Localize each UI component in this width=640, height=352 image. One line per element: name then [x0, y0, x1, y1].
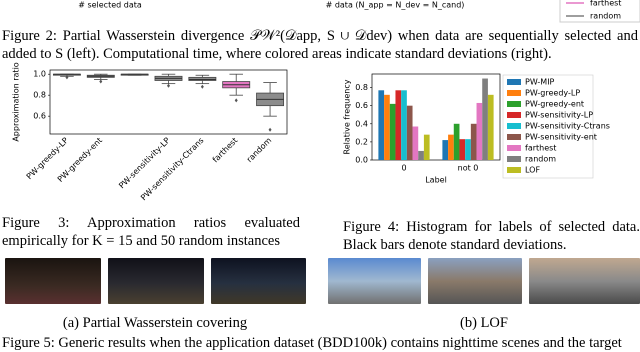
y-axis-label: Relative frequency — [343, 79, 352, 154]
legend-label: PW-sensitivity-LP — [525, 111, 593, 120]
bar — [482, 78, 488, 160]
bar — [389, 103, 396, 160]
legend-swatch — [507, 156, 521, 162]
bar — [465, 139, 471, 160]
bar — [442, 140, 449, 160]
bar — [378, 90, 385, 160]
outlier — [200, 84, 204, 89]
legend-swatch — [507, 112, 521, 118]
bar — [487, 94, 494, 160]
figure-caption: Figure 2: Partial Wasserstein divergence… — [2, 28, 638, 62]
plot-frame — [371, 73, 501, 161]
bar — [418, 150, 424, 160]
legend-swatch — [507, 101, 521, 107]
outlier — [268, 127, 272, 132]
legend-swatch — [507, 134, 521, 140]
figure-caption: Figure 3: Approximation ratios evaluated… — [2, 215, 300, 249]
legend-label: PW-greedy-LP — [525, 89, 580, 98]
photo — [529, 258, 640, 304]
legend-label: PW-greedy-ent — [525, 100, 584, 109]
legend-label: PW-sensitivity-Ctrans — [525, 122, 610, 131]
x-axis-label: Label — [425, 176, 447, 185]
x-axis-label: # selected data — [78, 1, 142, 10]
legend-swatch — [507, 90, 521, 96]
legend-swatch — [507, 145, 521, 151]
bar — [412, 126, 419, 160]
box — [188, 76, 217, 81]
figure-caption: Figure 5: Generic results when the appli… — [2, 335, 622, 351]
y-tick-label: 0.8 — [355, 83, 368, 92]
bar — [423, 134, 430, 160]
y-tick-label: 0.6 — [33, 112, 46, 121]
photo — [428, 258, 522, 304]
bar — [395, 90, 402, 160]
plot-frame — [49, 69, 288, 135]
y-tick-label: 0.0 — [355, 156, 368, 165]
photo — [108, 258, 204, 304]
x-tick-label: farthest — [211, 136, 240, 165]
x-tick-label: random — [245, 136, 273, 164]
subcaption: (a) Partial Wasserstein covering — [62, 315, 248, 331]
bar — [448, 134, 454, 160]
photo — [5, 258, 101, 304]
legend-swatch — [507, 123, 521, 129]
x-tick-label: 0 — [401, 164, 406, 173]
bar — [470, 123, 477, 160]
bar — [406, 105, 413, 160]
bar — [453, 123, 460, 160]
legend-label: random — [525, 155, 556, 164]
x-tick-label: PW-sensitivity-Ctrans — [139, 136, 205, 202]
photo — [211, 258, 306, 304]
x-axis-label: # data (N_app = N_dev = N_cand) — [326, 1, 465, 10]
outlier — [167, 83, 170, 88]
bar — [459, 139, 466, 160]
legend-label: LOF — [525, 166, 540, 175]
bar — [401, 90, 407, 160]
legend-label: PW-MIP — [525, 78, 555, 87]
legend-label: random — [590, 12, 621, 21]
legend-label: farthest — [525, 144, 556, 153]
bar — [384, 94, 390, 160]
bar — [476, 102, 483, 160]
y-tick-label: 0.4 — [355, 119, 368, 128]
y-tick-label: 0.2 — [355, 137, 368, 146]
photo — [328, 258, 421, 304]
y-tick-label: 0.8 — [33, 91, 46, 100]
outlier — [65, 75, 69, 80]
legend-label: farthest — [590, 0, 621, 8]
legend-swatch — [507, 167, 521, 173]
outlier — [234, 98, 238, 103]
legend-swatch — [507, 79, 521, 85]
outlier — [99, 79, 103, 84]
figure-caption: Figure 4: Histogram for labels of select… — [343, 219, 640, 253]
subcaption: (b) LOF — [460, 315, 508, 331]
y-tick-label: 0.6 — [355, 101, 368, 110]
y-axis-label: Approximation ratio — [12, 62, 21, 141]
legend-label: PW-sensitivity-ent — [525, 133, 597, 142]
x-tick-label: not 0 — [458, 164, 479, 173]
y-tick-label: 1.0 — [33, 70, 46, 79]
